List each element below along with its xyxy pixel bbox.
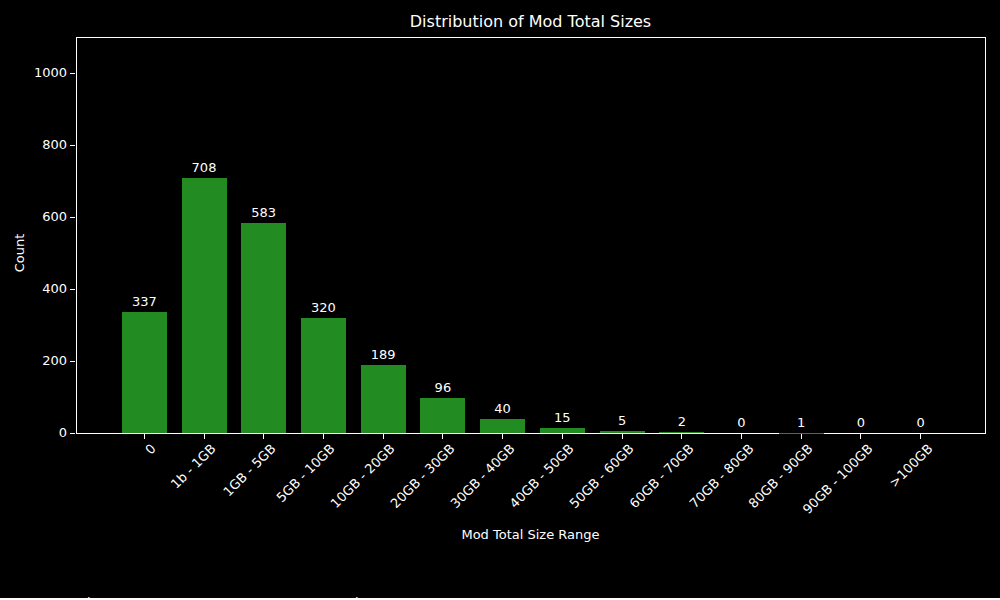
bar-5GB - 10GB: [301, 318, 346, 433]
x-tick-mark: [920, 434, 921, 439]
x-tick-mark: [860, 434, 861, 439]
bar-10GB - 20GB: [361, 365, 406, 433]
y-tick-label: 800: [7, 137, 67, 153]
x-tick-mark: [442, 434, 443, 439]
x-tick-mark: [263, 434, 264, 439]
bar-value-label: 96: [413, 380, 473, 395]
bar-value-label: 0: [891, 415, 951, 430]
bar-value-label: 708: [174, 160, 234, 175]
bar-60GB - 70GB: [659, 432, 704, 433]
x-tick-mark: [323, 434, 324, 439]
y-tick-mark: [70, 433, 75, 434]
y-tick-mark: [70, 361, 75, 362]
x-tick-mark: [383, 434, 384, 439]
y-tick-mark: [70, 289, 75, 290]
bar-value-label: 0: [831, 415, 891, 430]
bar-value-label: 5: [592, 413, 652, 428]
x-tick-mark: [741, 434, 742, 439]
x-tick-mark: [562, 434, 563, 439]
bar-value-label: 1: [771, 415, 831, 430]
y-tick-label: 1000: [7, 65, 67, 81]
bar-30GB - 40GB: [480, 419, 525, 433]
bar-20GB - 30GB: [420, 398, 465, 433]
bar-value-label: 189: [353, 347, 413, 362]
y-tick-label: 400: [7, 281, 67, 297]
bar-50GB - 60GB: [600, 431, 645, 433]
bar-value-label: 583: [234, 205, 294, 220]
bar-value-label: 337: [114, 294, 174, 309]
bar-1b - 1GB: [182, 178, 227, 433]
x-tick-mark: [204, 434, 205, 439]
y-tick-label: 0: [7, 425, 67, 441]
y-tick-mark: [70, 145, 75, 146]
x-tick-mark: [622, 434, 623, 439]
x-tick-mark: [502, 434, 503, 439]
x-tick-mark: [144, 434, 145, 439]
bar-value-label: 40: [473, 401, 533, 416]
x-tick-mark: [681, 434, 682, 439]
y-tick-label: 600: [7, 209, 67, 225]
bar-value-label: 0: [712, 415, 772, 430]
x-tick-mark: [801, 434, 802, 439]
bar-value-label: 2: [652, 414, 712, 429]
bar-1GB - 5GB: [241, 223, 286, 433]
chart-title: Distribution of Mod Total Sizes: [76, 12, 985, 31]
y-axis-label: Count: [12, 223, 28, 283]
chart-figure: Distribution of Mod Total Sizes Count Mo…: [0, 0, 1000, 600]
bar-40GB - 50GB: [540, 428, 585, 433]
y-tick-mark: [70, 73, 75, 74]
y-tick-mark: [70, 217, 75, 218]
bar-value-label: 15: [532, 410, 592, 425]
bar-0: [122, 312, 167, 433]
y-tick-label: 200: [7, 353, 67, 369]
bar-value-label: 320: [293, 300, 353, 315]
